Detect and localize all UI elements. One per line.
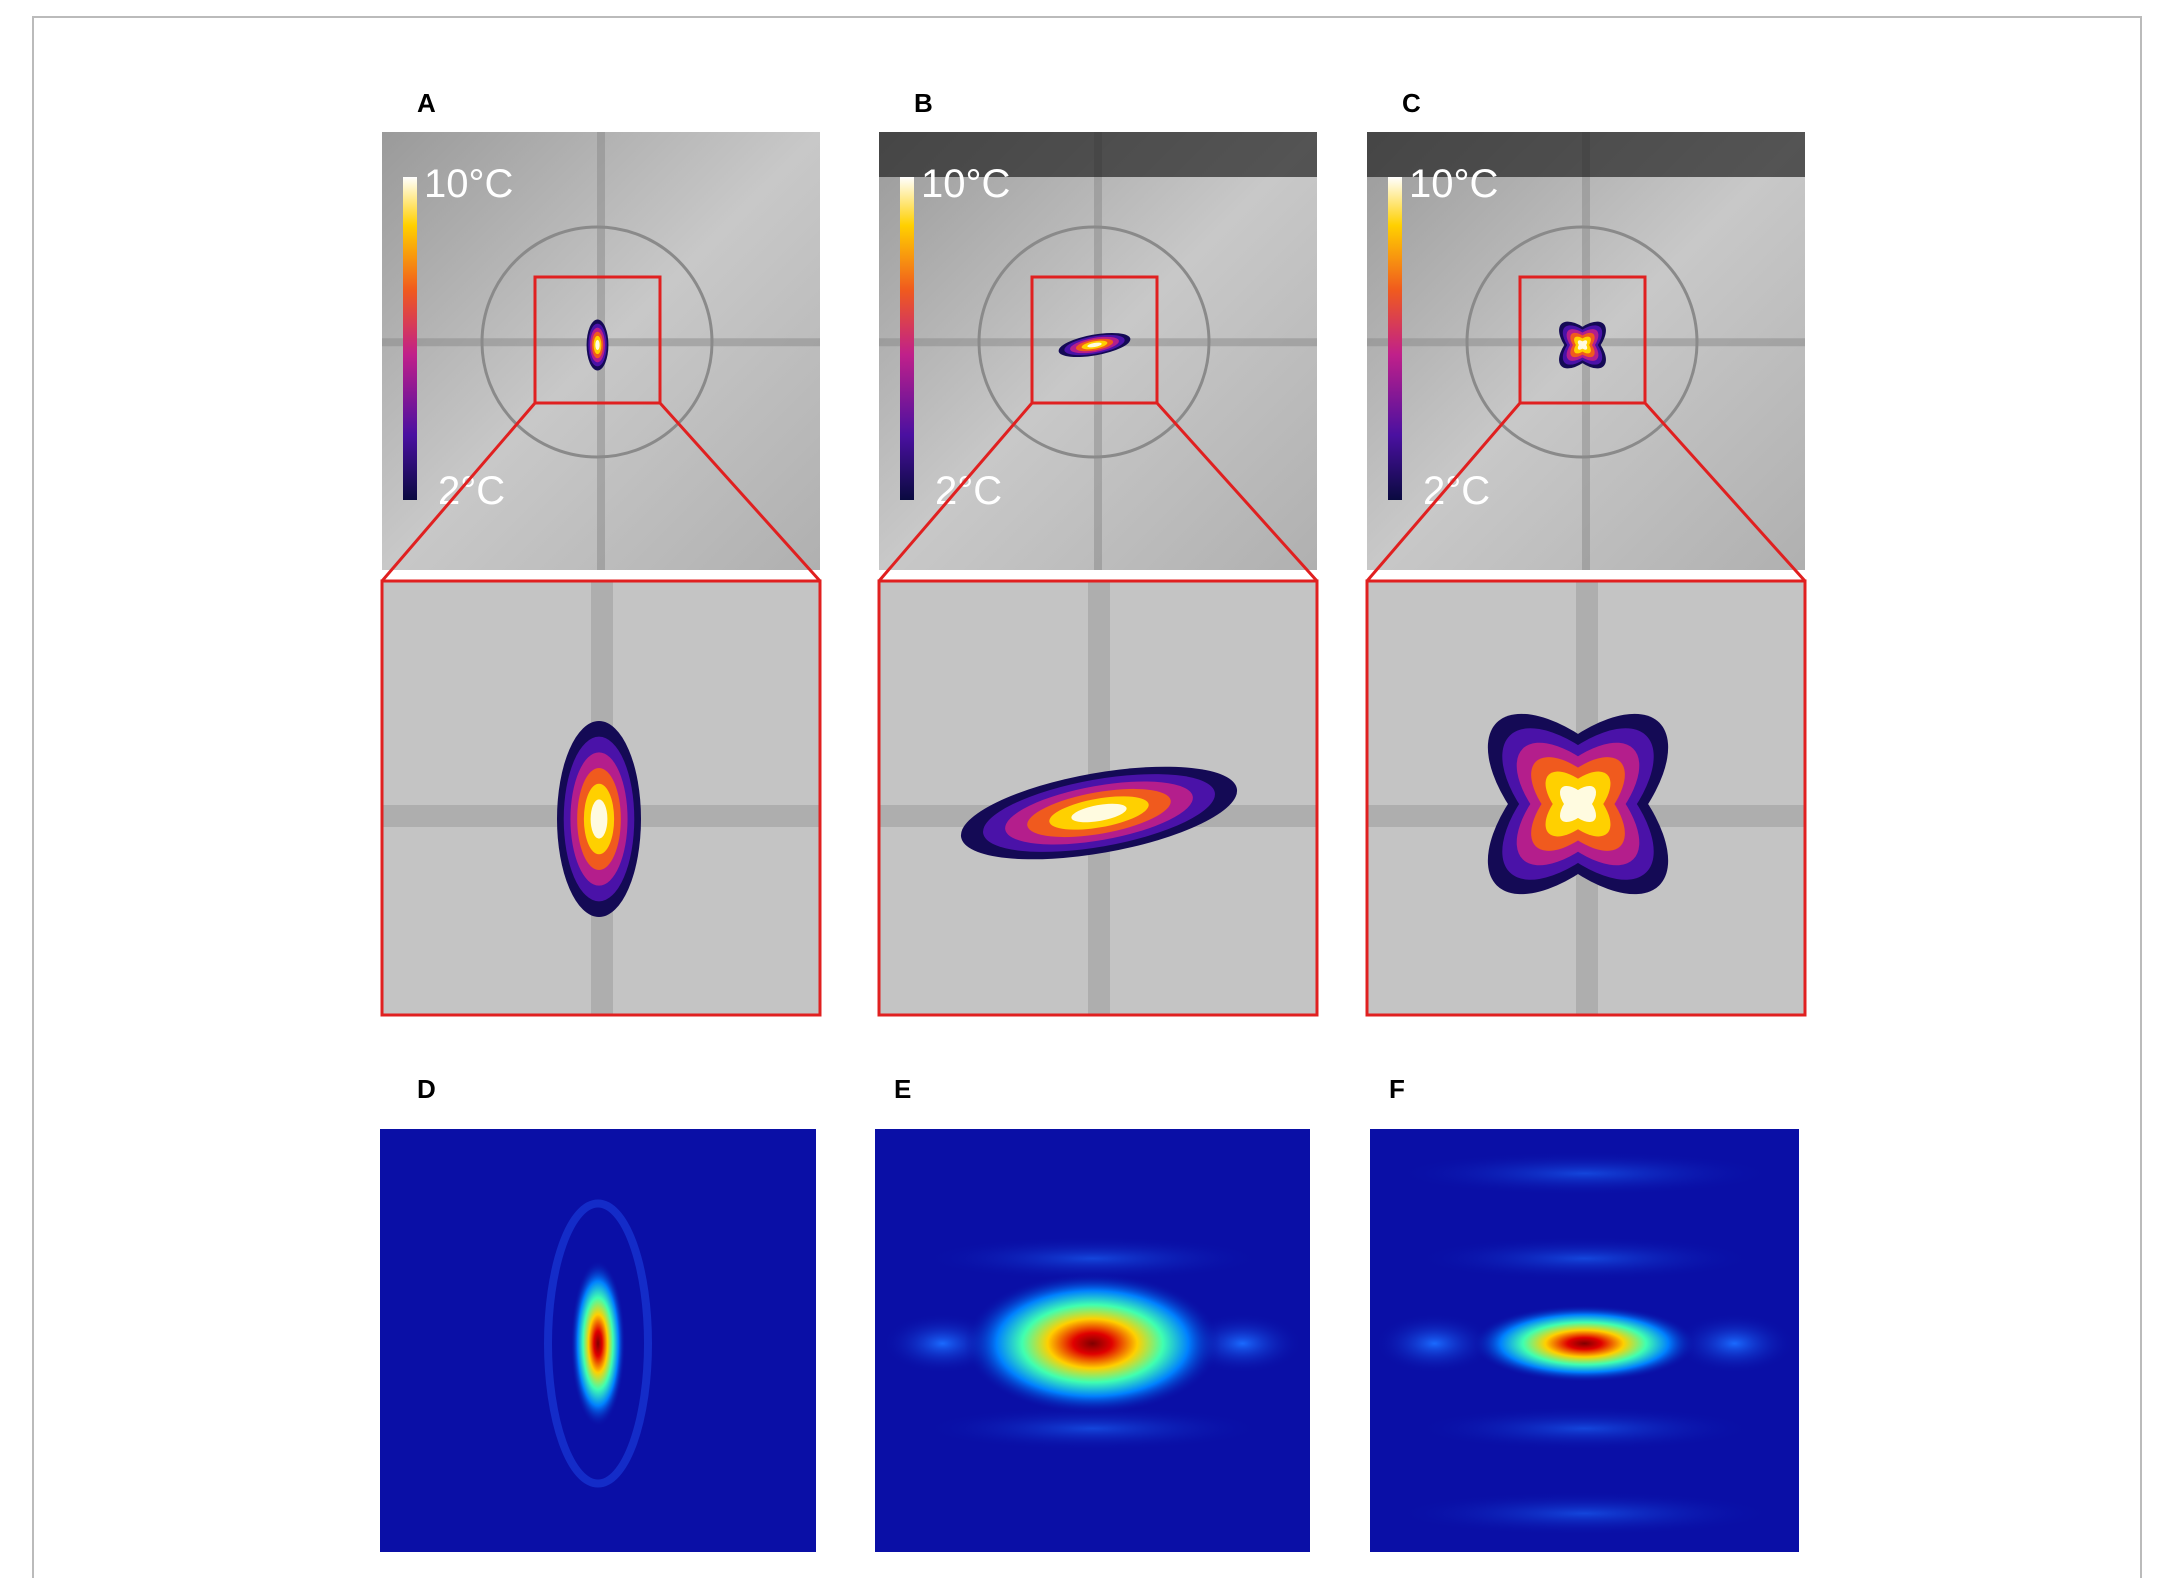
panel: 10°C2°CB: [877, 88, 1319, 1017]
hot-layer: [1559, 785, 1597, 823]
zoom-frame: [1365, 579, 1807, 1017]
hot-spot: [960, 766, 1238, 860]
hot-layer: [1087, 342, 1102, 348]
main-lobe: [1472, 1305, 1697, 1382]
zoom-line: [1365, 402, 1522, 582]
side-lobe: [1674, 1313, 1795, 1374]
side-lobe: [922, 1406, 1263, 1451]
panel-label: D: [417, 1074, 436, 1104]
zoom-frame: [380, 579, 822, 1017]
colorbar: [900, 177, 914, 500]
panel-label: B: [914, 88, 933, 118]
phantom: [1465, 225, 1699, 459]
hot-spot: [557, 721, 641, 917]
hot-spot: [1058, 332, 1131, 358]
zoom-line: [380, 402, 537, 582]
phantom: [480, 225, 714, 459]
psf-map: E: [875, 1074, 1310, 1552]
zoom-line: [1155, 401, 1319, 583]
shadow: [1367, 132, 1805, 177]
side-lobe: [1394, 1151, 1775, 1196]
hot-layer: [590, 799, 608, 839]
hot-layer: [1071, 803, 1127, 823]
colorbar: [1388, 177, 1402, 500]
hot-spot: [1559, 321, 1606, 369]
hot-layer: [1577, 340, 1588, 350]
hot-spot: [586, 319, 609, 371]
hot-layer: [595, 339, 600, 351]
side-lobe: [1394, 1491, 1775, 1536]
zoom-line: [1643, 401, 1807, 583]
colorbar-max: 10°C: [921, 162, 1010, 206]
phantom: [977, 225, 1211, 459]
main-lobe: [964, 1273, 1221, 1414]
panel: 10°C2°CA: [380, 88, 822, 1017]
side-lobe: [1414, 1236, 1755, 1281]
zoom-line: [877, 402, 1034, 582]
colorbar-max: 10°C: [1409, 162, 1498, 206]
side-lobe: [922, 1236, 1263, 1281]
frame: [32, 16, 2142, 1578]
zoom-box: [1030, 275, 1159, 405]
zoom-box: [533, 275, 662, 405]
side-lobe: [544, 1199, 652, 1488]
main-lobe: [570, 1260, 626, 1427]
psf-map: F: [1370, 1074, 1799, 1552]
shadow: [879, 132, 1317, 177]
hot-spot: [1487, 713, 1669, 895]
zoom-line: [658, 401, 822, 583]
psf-map: D: [380, 1074, 816, 1552]
panel: 10°C2°CC: [1365, 88, 1807, 1017]
panel-label: F: [1389, 1074, 1405, 1104]
panel-label: A: [417, 88, 436, 118]
colorbar-max: 10°C: [424, 162, 513, 206]
colorbar: [403, 177, 417, 500]
side-lobe: [1414, 1406, 1755, 1451]
zoom-box: [1518, 275, 1647, 405]
panel-label: C: [1402, 88, 1421, 118]
panel-label: E: [894, 1074, 911, 1104]
zoom-frame: [877, 579, 1319, 1017]
side-lobe: [1374, 1313, 1495, 1374]
